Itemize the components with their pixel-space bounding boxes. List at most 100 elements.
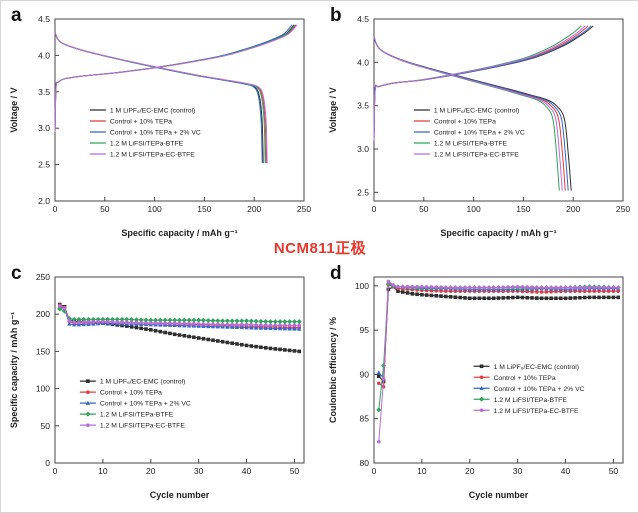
legend-entry-label: 1.2 M LiFSI/TEPa-EC-BTFE [100, 423, 185, 430]
y-tick-label: 4.0 [38, 50, 50, 60]
legend-entry-label: 1.2 M LiFSI/TEPa-BTFE [100, 412, 174, 419]
series-1.2 M LiFSI/TEPa-EC-BTFE [373, 25, 586, 191]
legend-entry-label: 1.2 M LiFSI/TEPa-BTFE [434, 141, 508, 148]
y-tick-label: 2.0 [38, 196, 50, 206]
panel-c-letter: c [11, 263, 22, 284]
x-tick-label: 0 [372, 204, 377, 214]
chart-c-cycling-capacity: 0 10 20 30 40 50 0 50 100 150 200 250 Cycle number Sp… [9, 272, 305, 500]
legend-entry-label: Control + 10% TEPa + 2% VC [100, 401, 191, 408]
series-1.2 M LiFSI/TEPa-EC-BTFE [57, 304, 302, 328]
y-tick-label: 4.5 [38, 14, 50, 24]
x-tick-label: 0 [53, 204, 58, 214]
x-tick-label: 0 [372, 466, 377, 476]
y-tick-label: 0 [45, 458, 50, 468]
legend-entry-label: Control + 10% TEPa [494, 375, 556, 382]
y-tick-label: 95 [360, 325, 370, 335]
legend-entry-label: 1 M LiPF₆/EC-EMC (control) [434, 108, 519, 115]
x-tick-label: 20 [465, 466, 475, 476]
chart-b-voltage-capacity: 0 50 100 150 200 250 2.5 3.0 3.5 4.0 4.5 Specific c… [328, 14, 630, 238]
legend-entry-label: 1 M LiPF₆/EC-EMC (control) [494, 364, 579, 371]
legend: 1 M LiPF₆/EC-EMC (control) Control + 10% … [89, 108, 201, 159]
x-tick-label: 40 [242, 466, 252, 476]
x-tick-label: 250 [616, 204, 630, 214]
series-1.2 M LiFSI/TEPa-EC-BTFE [376, 279, 621, 444]
legend-entry-label: Control + 10% TEPa [110, 119, 172, 126]
y-tick-label: 80 [360, 458, 370, 468]
y-tick-label: 50 [41, 421, 51, 431]
chart-d-coulombic-efficiency: 0 10 20 30 40 50 80 85 90 95 100 Cycle number Coulom… [328, 276, 624, 500]
legend-entry-label: 1.2 M LiFSI/TEPa-EC-BTFE [434, 152, 519, 159]
legend-entry-label: 1 M LiPF₆/EC-EMC (control) [100, 379, 185, 386]
plot-frame [54, 276, 305, 464]
x-axis-label: Cycle number [469, 490, 529, 500]
x-tick-label: 30 [194, 466, 204, 476]
y-tick-label: 90 [360, 369, 370, 379]
chart-a-voltage-capacity: 0 50 100 150 200 250 2.0 2.5 3.0 3.5 4.0 4.5 Specifi… [9, 14, 311, 238]
x-tick-label: 100 [467, 204, 481, 214]
legend: 1 M LiPF₆/EC-EMC (control) Control + 10% … [413, 108, 525, 159]
y-tick-label: 3.0 [357, 144, 369, 154]
x-tick-label: 200 [566, 204, 580, 214]
x-tick-label: 40 [561, 466, 571, 476]
panel-d-letter: d [330, 263, 342, 284]
y-tick-label: 3.0 [38, 123, 50, 133]
x-tick-label: 0 [53, 466, 58, 476]
x-tick-label: 50 [609, 466, 619, 476]
x-tick-label: 30 [513, 466, 523, 476]
legend-entry-label: Control + 10% TEPa [100, 390, 162, 397]
y-axis-label: Specific capacity / mAh g⁻¹ [9, 312, 19, 428]
legend-entry-label: 1.2 M LiFSI/TEPa-EC-BTFE [110, 152, 195, 159]
panel-a-letter: a [11, 5, 22, 26]
panel-b: b 0 50 100 150 200 250 2.5 3.0 3.5 4.0 4.5 Specific… [324, 5, 635, 245]
legend-entry-label: Control + 10% TEPa + 2% VC [434, 130, 525, 137]
y-axis-label: Voltage / V [9, 87, 19, 132]
x-tick-label: 200 [247, 204, 261, 214]
legend-entry-label: 1.2 M LiFSI/TEPa-BTFE [494, 397, 568, 404]
y-tick-label: 150 [36, 346, 50, 356]
x-tick-label: 150 [516, 204, 530, 214]
y-tick-label: 100 [36, 384, 50, 394]
y-tick-label: 200 [36, 309, 50, 319]
legend: 1 M LiPF₆/EC-EMC (control) Control + 10% … [79, 379, 191, 430]
x-tick-label: 250 [297, 204, 311, 214]
x-tick-label: 10 [98, 466, 108, 476]
y-tick-label: 3.5 [357, 101, 369, 111]
x-tick-label: 150 [197, 204, 211, 214]
x-axis-label: Specific capacity / mAh g⁻¹ [440, 228, 556, 238]
legend-entry-label: Control + 10% TEPa + 2% VC [110, 130, 201, 137]
x-tick-label: 20 [146, 466, 156, 476]
x-tick-label: 50 [100, 204, 110, 214]
y-tick-label: 100 [355, 281, 369, 291]
legend-entry-label: Control + 10% TEPa + 2% VC [494, 386, 585, 393]
series-1.2 M LiFSI/TEPa-BTFE [57, 306, 302, 325]
legend-entry-label: Control + 10% TEPa [434, 119, 496, 126]
y-tick-label: 4.0 [357, 57, 369, 67]
y-tick-label: 85 [360, 414, 370, 424]
y-axis-label: Voltage / V [328, 87, 338, 132]
y-axis-label: Coulombic efficiency / % [328, 317, 338, 423]
series-Control + 10% TEPa + 2% VC [57, 304, 302, 331]
legend-entry-label: 1 M LiPF₆/EC-EMC (control) [110, 108, 195, 115]
y-tick-label: 4.5 [357, 14, 369, 24]
x-axis-label: Cycle number [150, 490, 210, 500]
legend-entry-label: 1.2 M LiFSI/TEPa-EC-BTFE [494, 408, 579, 415]
x-tick-label: 10 [417, 466, 427, 476]
x-tick-label: 50 [290, 466, 300, 476]
y-tick-label: 2.5 [38, 160, 50, 170]
panel-a: a 0 50 100 150 200 250 2.0 2.5 3.0 3.5 4.0 4.5 Speci… [5, 5, 316, 245]
panel-b-letter: b [330, 5, 342, 26]
y-tick-label: 250 [36, 272, 50, 282]
x-tick-label: 100 [148, 204, 162, 214]
legend-entry-label: 1.2 M LiFSI/TEPa-BTFE [110, 141, 184, 148]
y-tick-label: 2.5 [357, 187, 369, 197]
x-tick-label: 50 [419, 204, 429, 214]
y-tick-label: 3.5 [38, 87, 50, 97]
legend: 1 M LiPF₆/EC-EMC (control) Control + 10% … [473, 364, 585, 415]
series-1.2 M LiFSI/TEPa-EC-BTFE [54, 24, 298, 164]
panel-c: c 0 10 20 30 40 50 0 50 100 150 200 250 Cycle number… [5, 263, 316, 507]
plot-frame [373, 276, 624, 464]
center-annotation: NCM811正极 [273, 240, 367, 257]
panel-d: d 0 10 20 30 40 50 80 85 90 95 100 Cycle number Coul… [324, 263, 635, 507]
x-axis-label: Specific capacity / mAh g⁻¹ [121, 228, 237, 238]
